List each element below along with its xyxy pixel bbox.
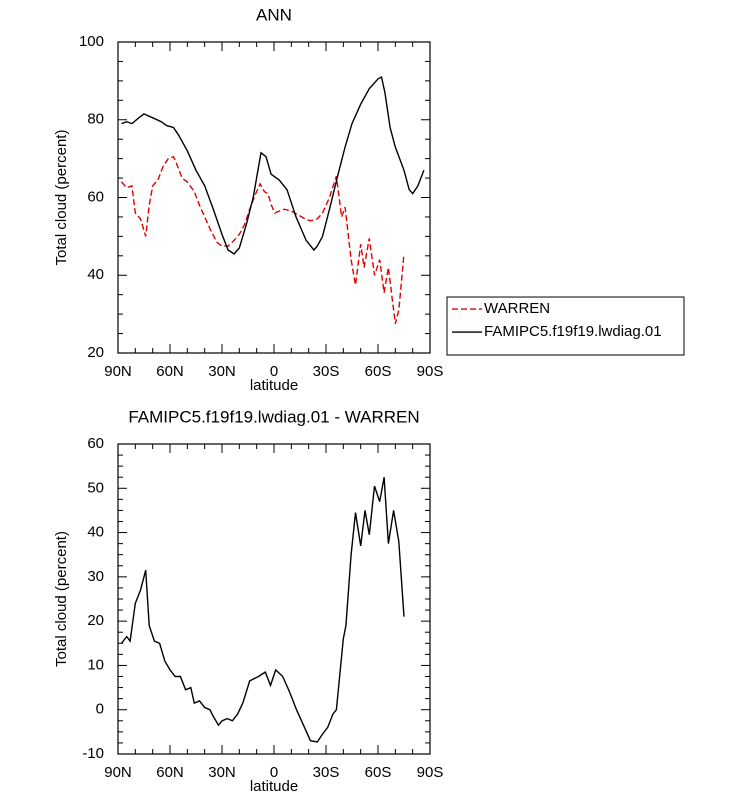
x-tick-label: 0 [270, 764, 278, 781]
data-line [121, 75, 425, 255]
y-axis-label: Total cloud (percent) [53, 130, 70, 266]
y-tick-label: 50 [87, 479, 104, 496]
x-tick-label: 60N [156, 363, 184, 380]
x-axis-label: latitude [250, 377, 298, 394]
x-tick-label: 30S [313, 363, 340, 380]
y-tick-label: 100 [79, 33, 104, 50]
y-tick-label: 20 [87, 612, 104, 629]
y-tick-label: 30 [87, 568, 104, 585]
x-tick-label: 60S [365, 764, 392, 781]
y-tick-label: 20 [87, 344, 104, 361]
x-tick-label: 60N [156, 764, 184, 781]
x-tick-label: 60S [365, 363, 392, 380]
x-tick-label: 90S [417, 363, 444, 380]
x-tick-label: 90N [104, 363, 132, 380]
y-axis-label: Total cloud (percent) [53, 531, 70, 667]
legend-label: WARREN [484, 300, 550, 317]
x-tick-label: 90N [104, 764, 132, 781]
y-tick-label: 10 [87, 656, 104, 673]
y-tick-label: 0 [96, 701, 104, 718]
data-line [120, 477, 405, 743]
x-tick-label: 30N [208, 363, 236, 380]
x-axis-label: latitude [250, 778, 298, 795]
x-tick-label: 90S [417, 764, 444, 781]
chart-title: FAMIPC5.f19f19.lwdiag.01 - WARREN [128, 407, 419, 426]
data-line [120, 155, 405, 324]
y-tick-label: 60 [87, 188, 104, 205]
y-tick-label: 40 [87, 524, 104, 541]
x-tick-label: 30N [208, 764, 236, 781]
x-tick-label: 0 [270, 363, 278, 380]
x-tick-label: 30S [313, 764, 340, 781]
chart-title: ANN [256, 5, 292, 24]
y-tick-label: -10 [82, 745, 104, 762]
legend: WARREN FAMIPC5.f19f19.lwdiag.01 [446, 296, 685, 356]
plot-frame [117, 41, 431, 354]
legend-label: FAMIPC5.f19f19.lwdiag.01 [484, 323, 662, 340]
y-tick-label: 60 [87, 435, 104, 452]
y-tick-label: 80 [87, 111, 104, 128]
plot-frame [117, 443, 431, 755]
legend-frame [446, 296, 685, 356]
y-tick-label: 40 [87, 266, 104, 283]
